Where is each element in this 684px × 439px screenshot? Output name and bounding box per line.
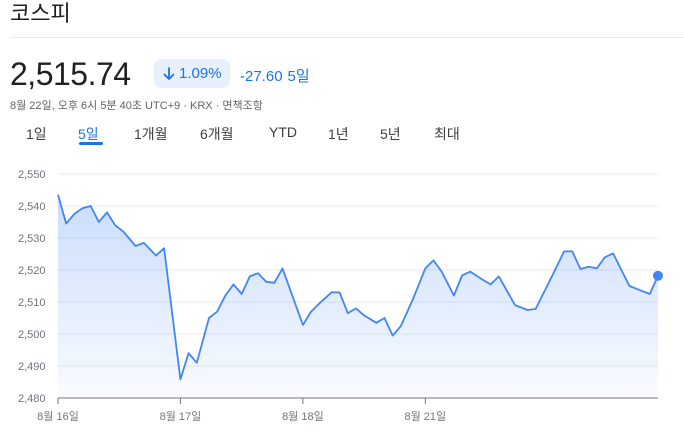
tab-5y[interactable]: 5년 [380,126,401,142]
y-tick-label: 2,500 [18,329,46,341]
absolute-change: -27.60 5일 [240,65,310,86]
x-tick-label: 8월 18일 [282,409,324,423]
title-divider [10,37,684,38]
tab-max[interactable]: 최대 [434,126,460,142]
percent-change: 1.09% [179,65,222,82]
y-tick-label: 2,530 [18,233,46,245]
x-tick-label: 8월 17일 [160,409,202,423]
tab-1d[interactable]: 1일 [26,126,47,142]
absolute-change-value: -27.60 [240,68,283,85]
quote-meta: 8월 22일, 오후 6시 5분 40초 UTC+9 · KRX · 면책조항 [10,100,263,112]
current-price-dot[interactable] [653,270,663,281]
tab-5d[interactable]: 5일 [78,126,99,142]
change-period: 5일 [287,68,310,85]
x-tick-label: 8월 16일 [37,409,79,423]
page-title: 코스피 [10,1,71,26]
price-line [57,194,659,381]
y-tick-label: 2,510 [18,297,46,309]
current-price: 2,515.74 [10,56,131,92]
price-area-fill [58,194,658,398]
y-tick-label: 2,540 [18,201,46,213]
y-tick-label: 2,550 [18,169,46,181]
x-tick-label: 8월 21일 [405,409,447,423]
arrow-down-icon [163,66,175,80]
y-tick-label: 2,490 [18,361,46,373]
tab-1y[interactable]: 1년 [328,126,349,142]
tab-1m[interactable]: 1개월 [134,126,168,142]
tab-ytd[interactable]: YTD [269,124,297,140]
price-chart[interactable]: 2,550 2,540 2,530 2,520 2,510 2,500 2,490 2,480… [0,160,684,430]
tab-6m[interactable]: 6개월 [200,126,234,142]
y-tick-label: 2,480 [18,393,46,405]
y-tick-label: 2,520 [18,265,46,277]
active-tab-indicator [79,142,103,145]
percent-change-badge: 1.09% [154,59,230,88]
